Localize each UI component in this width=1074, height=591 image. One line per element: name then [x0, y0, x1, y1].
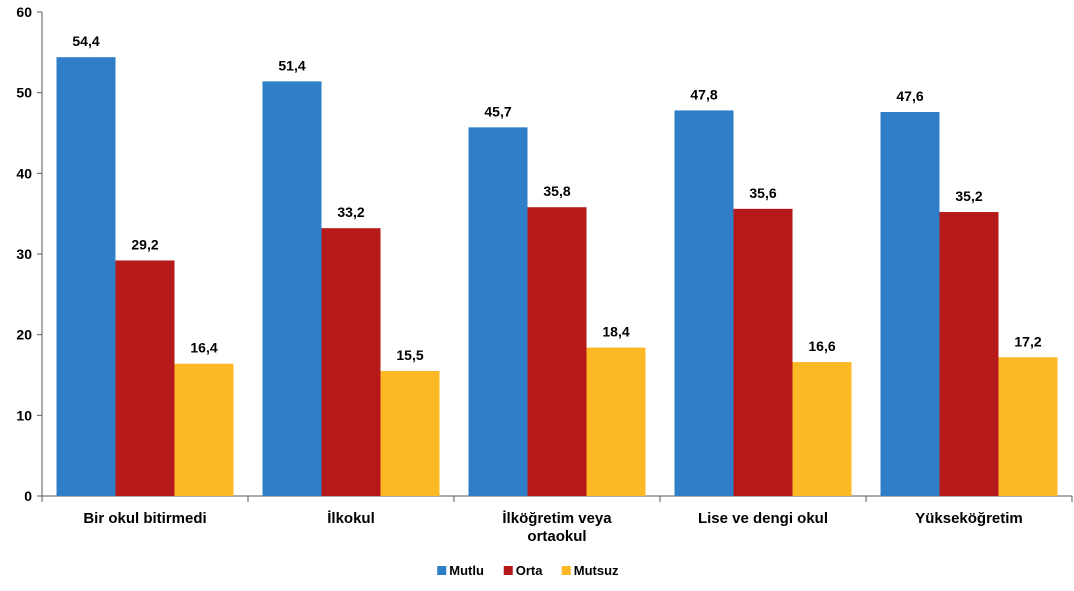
x-category-label: İlköğretim veya ortaokul — [502, 510, 612, 545]
x-category-label-line: Yükseköğretim — [915, 510, 1023, 527]
bar-orta — [939, 212, 999, 496]
x-category-label: Bir okul bitirmedi — [83, 510, 206, 527]
data-label: 15,5 — [396, 347, 423, 363]
x-category-label-line: Lise ve dengi okul — [698, 510, 828, 527]
x-category-label: İlkokul — [327, 510, 375, 527]
data-label: 47,6 — [896, 88, 923, 104]
data-label: 51,4 — [278, 57, 305, 73]
y-tick-label: 50 — [16, 85, 32, 101]
legend-swatch-orta — [503, 566, 513, 575]
legend-label: Orta — [516, 563, 544, 578]
data-label: 47,8 — [690, 86, 717, 102]
y-tick-label: 20 — [16, 327, 32, 343]
data-label: 35,8 — [543, 183, 570, 199]
bar-orta — [527, 207, 587, 497]
bar-orta — [321, 228, 381, 497]
y-tick-label: 40 — [16, 165, 32, 181]
x-category-label: Lise ve dengi okul — [698, 510, 828, 527]
bar-mutsuz — [380, 370, 440, 496]
bar-mutsuz — [792, 362, 852, 496]
data-label: 29,2 — [131, 236, 158, 252]
legend-swatch-mutlu — [437, 566, 447, 575]
data-label: 35,2 — [955, 188, 982, 204]
legend-label: Mutlu — [449, 563, 484, 578]
y-tick-label: 60 — [16, 4, 32, 20]
data-label: 35,6 — [749, 185, 776, 201]
bar-mutlu — [880, 112, 940, 496]
bar-mutsuz — [586, 347, 646, 496]
x-category-label-line: İlkokul — [327, 510, 375, 527]
y-tick-label: 30 — [16, 246, 32, 262]
bar-mutlu — [468, 127, 528, 496]
data-label: 16,4 — [190, 340, 217, 356]
legend-swatch-mutsuz — [561, 566, 571, 575]
bar-orta — [115, 260, 175, 496]
data-label: 33,2 — [337, 204, 364, 220]
data-label: 16,6 — [808, 338, 835, 354]
data-label: 17,2 — [1014, 333, 1041, 349]
bar-mutsuz — [174, 363, 234, 496]
bar-mutlu — [674, 110, 734, 496]
y-tick-label: 0 — [24, 488, 32, 504]
x-category-label-line: ortaokul — [527, 528, 586, 545]
bar-orta — [733, 208, 793, 496]
y-tick-label: 10 — [16, 407, 32, 423]
bar-mutlu — [262, 81, 322, 496]
data-label: 54,4 — [72, 33, 99, 49]
data-label: 45,7 — [484, 103, 511, 119]
data-label: 18,4 — [602, 324, 629, 340]
bar-mutsuz — [998, 357, 1058, 496]
bar-mutlu — [56, 57, 116, 496]
x-category-label: Yükseköğretim — [915, 510, 1023, 527]
legend-label: Mutsuz — [574, 563, 619, 578]
x-category-label-line: Bir okul bitirmedi — [83, 510, 206, 527]
x-category-label-line: İlköğretim veya — [502, 510, 612, 527]
